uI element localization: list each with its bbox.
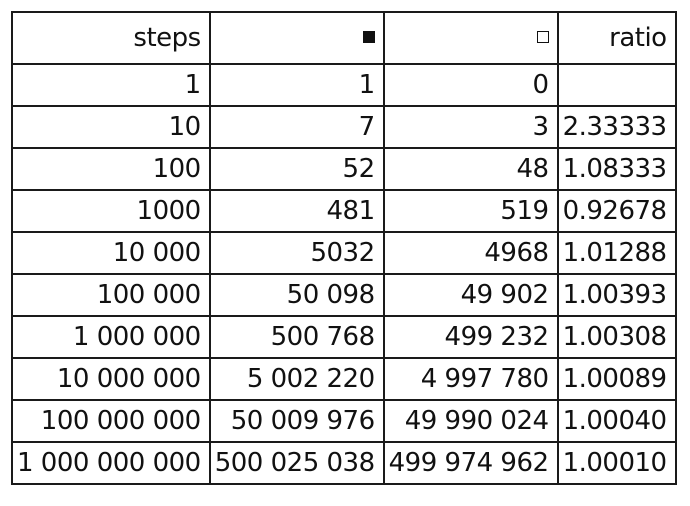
header-hollow (382, 11, 559, 65)
header-ratio: ratio (556, 11, 677, 65)
filled-count-cell: 50 098 (208, 273, 385, 317)
ratio-cell (556, 63, 677, 107)
header-row: steps ratio (11, 11, 677, 65)
hollow-count-cell: 49 902 (382, 273, 559, 317)
filled-count-cell: 50 009 976 (208, 399, 385, 443)
hollow-count-cell: 4968 (382, 231, 559, 275)
hollow-square-icon (536, 30, 549, 43)
steps-cell: 10 000 (11, 231, 211, 275)
steps-cell: 1 000 000 (11, 315, 211, 359)
filled-count-cell: 7 (208, 105, 385, 149)
ratio-cell: 2.33333 (556, 105, 677, 149)
filled-count-cell: 52 (208, 147, 385, 191)
filled-count-cell: 500 025 038 (208, 441, 385, 485)
ratio-cell: 1.01288 (556, 231, 677, 275)
table-row: 1000 481 519 0.92678 (11, 189, 677, 233)
steps-cell: 10 (11, 105, 211, 149)
filled-count-cell: 5032 (208, 231, 385, 275)
hollow-count-cell: 499 232 (382, 315, 559, 359)
header-filled (208, 11, 385, 65)
ratio-cell: 1.00308 (556, 315, 677, 359)
table-row: 10 000 5032 4968 1.01288 (11, 231, 677, 275)
table-row: 1 000 000 500 768 499 232 1.00308 (11, 315, 677, 359)
hollow-count-cell: 3 (382, 105, 559, 149)
hollow-count-cell: 4 997 780 (382, 357, 559, 401)
table-row: 100 52 48 1.08333 (11, 147, 677, 191)
ratio-cell: 1.00089 (556, 357, 677, 401)
steps-cell: 10 000 000 (11, 357, 211, 401)
filled-count-cell: 5 002 220 (208, 357, 385, 401)
table-body: 1 1 0 10 7 3 2.33333 100 52 48 1.08333 1000 481 519 0.… (11, 63, 677, 485)
ratio-cell: 1.08333 (556, 147, 677, 191)
filled-count-cell: 481 (208, 189, 385, 233)
hollow-count-cell: 0 (382, 63, 559, 107)
hollow-count-cell: 49 990 024 (382, 399, 559, 443)
filled-square-icon (362, 30, 375, 43)
steps-cell: 1 000 000 000 (11, 441, 211, 485)
table-row: 10 7 3 2.33333 (11, 105, 677, 149)
header-steps: steps (11, 11, 211, 65)
table-row: 1 000 000 000 500 025 038 499 974 962 1.000… (11, 441, 677, 485)
table-row: 100 000 000 50 009 976 49 990 024 1.00040 (11, 399, 677, 443)
hollow-count-cell: 48 (382, 147, 559, 191)
steps-cell: 1000 (11, 189, 211, 233)
steps-cell: 100 000 000 (11, 399, 211, 443)
filled-count-cell: 500 768 (208, 315, 385, 359)
filled-count-cell: 1 (208, 63, 385, 107)
steps-cell: 1 (11, 63, 211, 107)
ratio-cell: 0.92678 (556, 189, 677, 233)
hollow-count-cell: 499 974 962 (382, 441, 559, 485)
hollow-count-cell: 519 (382, 189, 559, 233)
ratio-cell: 1.00040 (556, 399, 677, 443)
table-row: 100 000 50 098 49 902 1.00393 (11, 273, 677, 317)
ratio-cell: 1.00393 (556, 273, 677, 317)
steps-cell: 100 000 (11, 273, 211, 317)
table-row: 10 000 000 5 002 220 4 997 780 1.00089 (11, 357, 677, 401)
ratio-cell: 1.00010 (556, 441, 677, 485)
steps-cell: 100 (11, 147, 211, 191)
data-table: steps ratio 1 1 0 10 7 3 2.33333 100 52 48 1.08333… (11, 11, 677, 485)
